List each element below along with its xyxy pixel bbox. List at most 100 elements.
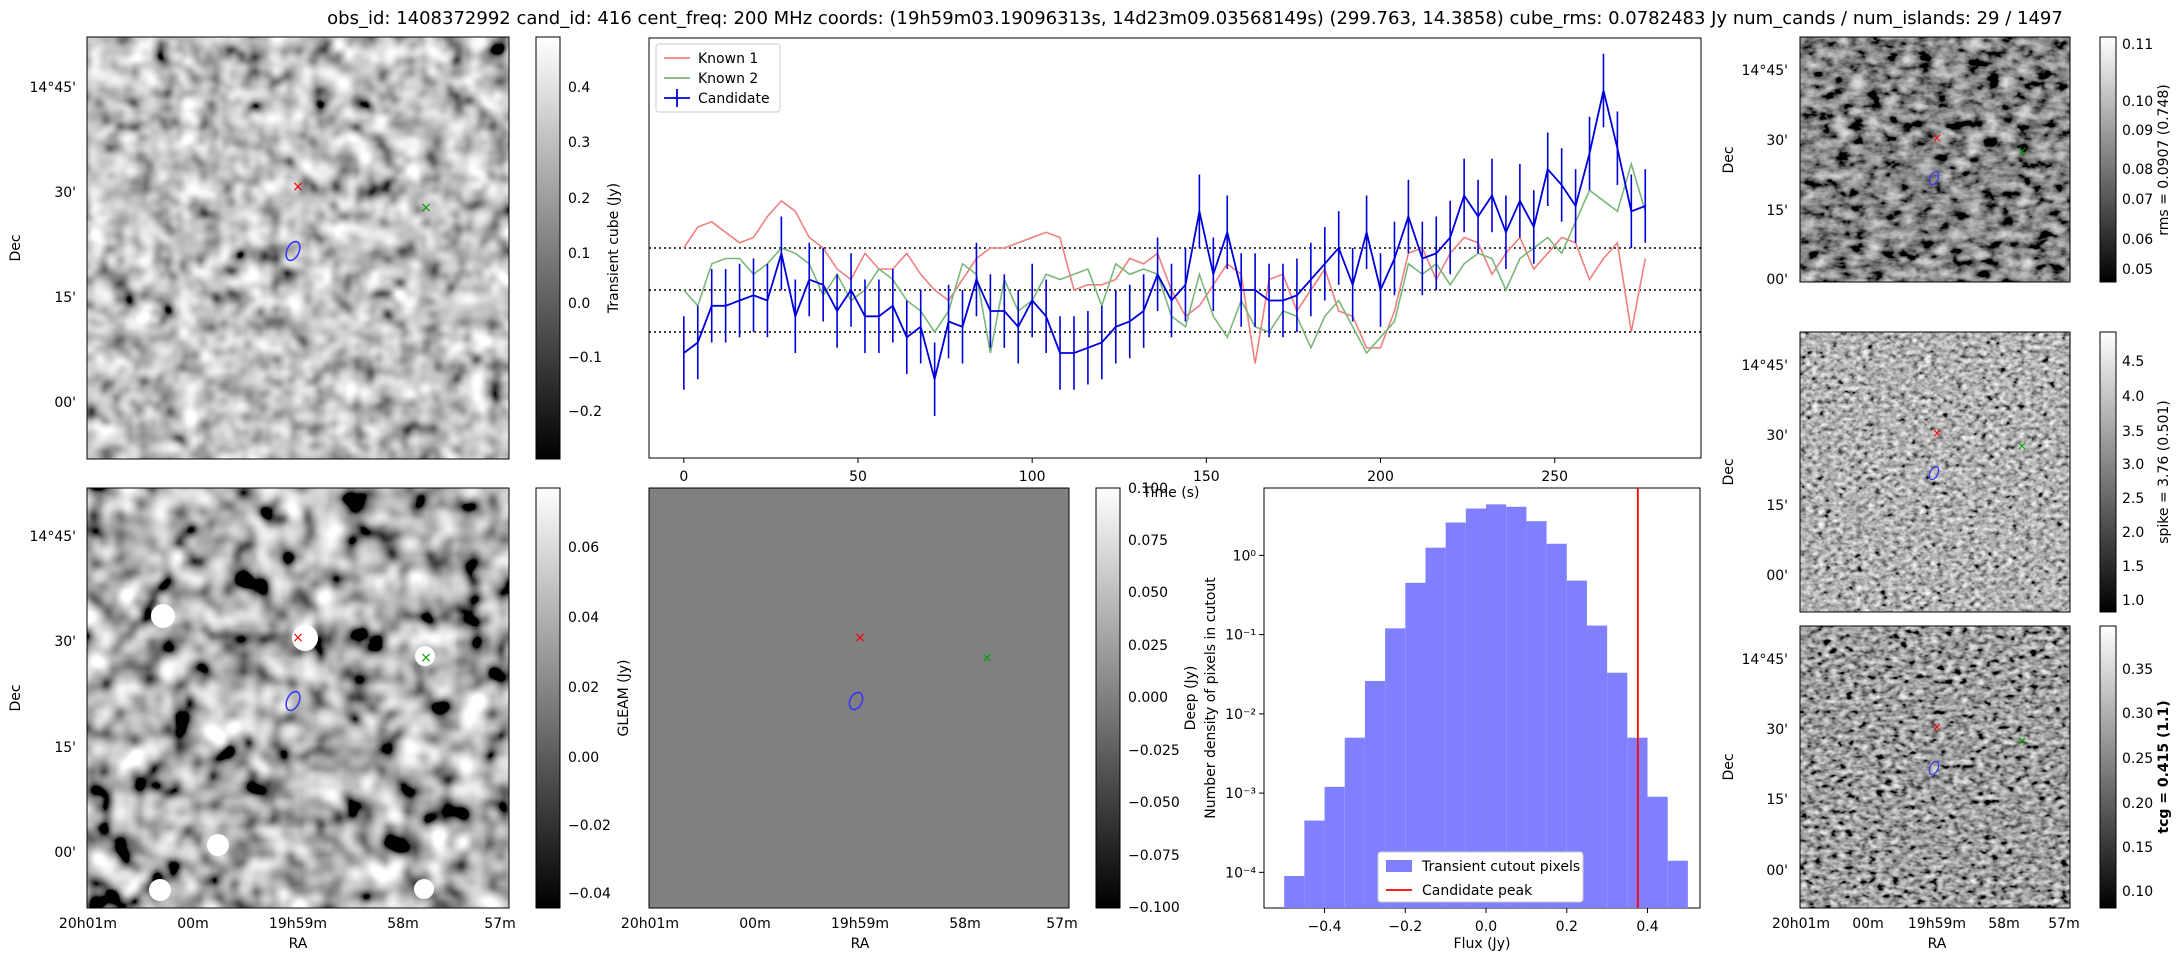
histogram-xticks: −0.4 −0.2 0.0 0.2 0.4 — [1308, 908, 1659, 935]
rms-frame — [1799, 36, 2071, 283]
histogram-bar — [1465, 508, 1487, 908]
colorbar-ticks: 0.4 0.3 0.2 0.1 0.0 −0.1 −0.2 — [568, 80, 602, 420]
legend-box — [1377, 851, 1584, 903]
cbar-tick: 0.00 — [568, 750, 599, 766]
known2-marker: × — [2017, 439, 2027, 453]
cbar-tick: 0.075 — [1128, 533, 1168, 549]
legend-swatch-hist — [1386, 860, 1412, 872]
cbar-tick: 0.20 — [2122, 796, 2153, 812]
tcg-xticks: 20h01m 00m 19h59m 58m 57m — [1772, 916, 2080, 932]
xtick-label: 19h59m — [269, 916, 327, 932]
xtick-label: −0.2 — [1388, 919, 1422, 935]
ytick-label: 10⁻⁴ — [1225, 865, 1256, 881]
candidate-contour — [1928, 170, 1940, 186]
colorbar — [1095, 487, 1121, 909]
histogram-bar — [1566, 580, 1587, 908]
transient-cube-image — [87, 37, 509, 459]
colorbar-label: spike = 3.76 (0.501) — [2156, 400, 2172, 544]
deep-xlabel: RA — [289, 936, 308, 952]
ytick-label: 00' — [1766, 272, 1788, 288]
histogram-bars — [1284, 504, 1688, 908]
known2-marker: × — [2017, 734, 2027, 748]
cbar-tick: −0.1 — [568, 350, 602, 366]
ytick-label: 15' — [54, 290, 76, 306]
ytick-label: 00' — [54, 395, 76, 411]
histogram-ylabel: Number density of pixels in cutout — [1203, 577, 1219, 819]
cbar-tick: −0.2 — [568, 404, 602, 420]
xtick-label: 150 — [1193, 469, 1220, 485]
lightcurve-legend: Known 1 Known 2 Candidate — [655, 43, 781, 113]
colorbar-label: tcg = 0.415 (1.1) — [2156, 700, 2172, 833]
known2-marker: × — [2017, 144, 2027, 158]
xtick-label: 58m — [1988, 916, 2019, 932]
source-blob — [415, 646, 435, 666]
legend-label: Candidate — [698, 91, 770, 107]
cbar-tick: 0.1 — [568, 246, 590, 262]
cbar-tick: 4.0 — [2122, 389, 2144, 405]
xtick-label: 250 — [1541, 469, 1568, 485]
xtick-label: 0.2 — [1556, 919, 1578, 935]
ytick-label: 30' — [1766, 722, 1788, 738]
legend-label: Known 1 — [698, 51, 758, 67]
cbar-tick: 0.05 — [2122, 262, 2153, 278]
xtick-label: 00m — [739, 916, 770, 932]
cbar-tick: 0.06 — [2122, 232, 2153, 248]
histogram-xlabel: Flux (Jy) — [1454, 936, 1511, 952]
xtick-label: 57m — [2048, 916, 2079, 932]
cbar-tick: −0.050 — [1128, 795, 1180, 811]
xtick-label: 50 — [849, 469, 867, 485]
histogram-bar — [1486, 504, 1507, 908]
histogram-bar — [1506, 506, 1527, 908]
source-blob — [151, 604, 175, 628]
transient-cube-yticks: 14°45' 30' 15' 00' — [30, 80, 76, 411]
ytick-label: 30' — [1766, 133, 1788, 149]
xtick-label: 0 — [679, 469, 688, 485]
candidate-marker: × — [292, 179, 304, 195]
spike-frame — [1799, 331, 2071, 613]
histogram-bar — [1586, 625, 1608, 908]
cbar-tick: 0.100 — [1128, 481, 1168, 497]
histogram-bar — [1607, 672, 1628, 908]
deep-ylabel: Dec — [8, 684, 24, 711]
ytick-label: 15' — [1766, 792, 1788, 808]
cbar-tick: 0.0 — [568, 296, 590, 312]
ytick-label: 10⁻² — [1225, 707, 1256, 723]
cbar-tick: 0.2 — [568, 191, 590, 207]
histogram-bar — [1526, 521, 1547, 908]
candidate-contour — [285, 690, 301, 712]
cbar-tick: 2.0 — [2122, 525, 2144, 541]
legend-label: Known 2 — [698, 71, 758, 87]
cbar-tick: 0.07 — [2122, 192, 2153, 208]
cbar-tick: 0.025 — [1128, 638, 1168, 654]
xtick-label: 57m — [1046, 916, 1077, 932]
cbar-tick: −0.02 — [568, 818, 611, 834]
ytick-label: 30' — [54, 634, 76, 650]
xtick-label: 20h01m — [621, 916, 679, 932]
ytick-label: 14°45' — [30, 529, 76, 545]
ytick-label: 00' — [54, 845, 76, 861]
spike-ylabel: Dec — [1721, 458, 1737, 485]
histogram-bar — [1647, 796, 1668, 908]
lightcurve-xticks: 0 50 100 150 200 250 — [679, 458, 1568, 485]
series-line — [683, 161, 1647, 355]
xtick-label: 19h59m — [1908, 916, 1966, 932]
ytick-label: 10⁻¹ — [1225, 628, 1256, 644]
gleam-xticks: 20h01m 00m 19h59m 58m 57m — [621, 916, 1078, 932]
candidate-marker: × — [854, 630, 866, 646]
xtick-label: 0.4 — [1636, 919, 1658, 935]
cbar-tick: −0.075 — [1128, 848, 1180, 864]
tcg-ylabel: Dec — [1721, 753, 1737, 780]
cbar-tick: 0.02 — [568, 680, 599, 696]
ytick-label: 00' — [1766, 568, 1788, 584]
cbar-tick: 0.4 — [568, 80, 590, 96]
candidate-marker: × — [292, 630, 304, 646]
histogram-panel: −0.4 −0.2 0.0 0.2 0.4 10⁰ 10⁻¹ 10⁻² 10⁻³ 10⁻⁴ Fl… — [1203, 487, 1701, 952]
tcg-frame — [1799, 625, 2071, 909]
histogram-bar — [1546, 543, 1567, 908]
colorbar-label: rms = 0.0907 (0.748) — [2156, 84, 2172, 236]
figure-title: obs_id: 1408372992 cand_id: 416 cent_fre… — [327, 8, 2063, 29]
ytick-label: 10⁰ — [1233, 548, 1257, 564]
source-blob — [414, 879, 434, 899]
ytick-label: 30' — [54, 185, 76, 201]
deep-image — [87, 488, 509, 908]
